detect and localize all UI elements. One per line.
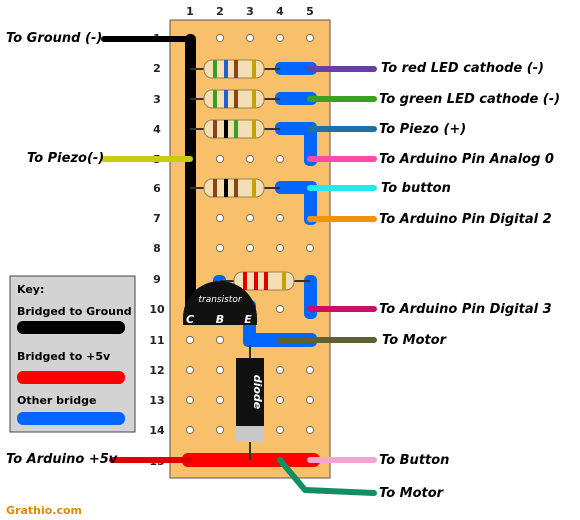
board-hole [215, 365, 225, 375]
transistor-pin-c: C [186, 313, 194, 326]
label-motor: To Motor [382, 333, 448, 348]
transistor-pin-e: E [244, 313, 252, 326]
row-number: 7 [153, 212, 161, 225]
key-ground-label: Bridged to Ground [17, 305, 132, 318]
board-hole [275, 365, 285, 375]
label-to-ground: To Ground (-) [6, 31, 102, 46]
board-hole [215, 33, 225, 43]
label-button2: To Button [379, 453, 449, 468]
board-hole [305, 365, 315, 375]
column-number: 5 [306, 5, 314, 18]
board-hole [275, 154, 285, 164]
row-number: 10 [149, 303, 165, 316]
label-to-piezo-neg: To Piezo(-) [27, 151, 104, 166]
key-title: Key: [17, 283, 44, 296]
label-analog0: To Arduino Pin Analog 0 [379, 152, 554, 167]
brand-watermark: Grathio.com [6, 504, 82, 517]
resistor-row6 [190, 178, 280, 198]
transistor-pin-b: B [216, 313, 224, 326]
board-hole [215, 425, 225, 435]
column-number: 4 [276, 5, 284, 18]
board-hole [215, 335, 225, 345]
label-digital2: To Arduino Pin Digital 2 [379, 212, 552, 227]
row-number: 2 [153, 62, 161, 75]
board-hole [245, 213, 255, 223]
board-hole [215, 243, 225, 253]
board-hole [245, 154, 255, 164]
diode: diode [236, 345, 264, 460]
column-numbers: 1 2 3 4 5 [186, 5, 314, 18]
board-hole [275, 425, 285, 435]
row-number: 12 [149, 364, 164, 377]
row-number: 3 [153, 93, 161, 106]
board-hole [185, 395, 195, 405]
ground-bridge [185, 34, 196, 324]
board-hole [215, 395, 225, 405]
row-number: 6 [153, 182, 161, 195]
label-to-arduino-5v: To Arduino +5v [6, 452, 118, 467]
resistor-row2 [190, 59, 280, 79]
row-number: 11 [149, 334, 164, 347]
transistor: transistor C B E [183, 281, 257, 326]
board-hole [185, 425, 195, 435]
board-hole [275, 395, 285, 405]
diode-label: diode [251, 375, 264, 410]
board-hole [275, 33, 285, 43]
board-hole [245, 33, 255, 43]
board-hole [185, 365, 195, 375]
key-ground-swatch [17, 321, 125, 334]
board-hole [305, 395, 315, 405]
transistor-label: transistor [198, 295, 242, 305]
column-number: 2 [216, 5, 224, 18]
board-hole [245, 243, 255, 253]
label-red-led: To red LED cathode (-) [381, 61, 544, 76]
label-button: To button [381, 181, 451, 196]
label-green-led: To green LED cathode (-) [379, 92, 560, 107]
legend-key: Key: Bridged to Ground Bridged to +5v Ot… [9, 275, 136, 433]
board-hole [275, 243, 285, 253]
label-digital3: To Arduino Pin Digital 3 [379, 302, 552, 317]
resistor-row4 [190, 119, 280, 139]
row-number: 13 [149, 394, 164, 407]
key-plus5v-label: Bridged to +5v [17, 350, 111, 363]
row-numbers: 1 2 3 4 5 6 7 8 9 10 11 12 13 14 15 [149, 32, 165, 468]
board-hole [305, 33, 315, 43]
wire-motor2 [277, 457, 377, 496]
row-number: 8 [153, 242, 161, 255]
label-piezo-pos: To Piezo (+) [379, 122, 466, 137]
board-hole [215, 213, 225, 223]
right-wires [277, 66, 377, 496]
resistor-row9 [220, 271, 310, 291]
key-other-swatch [17, 412, 125, 425]
bridge-row6-7 [304, 181, 317, 225]
bridge-row2 [275, 62, 317, 75]
resistor-row3 [190, 89, 280, 109]
board-hole [185, 335, 195, 345]
column-number: 3 [246, 5, 254, 18]
bridge-row4-5 [304, 122, 317, 166]
board-hole [305, 425, 315, 435]
bridge-row3 [275, 92, 317, 105]
key-other-label: Other bridge [17, 394, 96, 407]
board-hole [305, 243, 315, 253]
row-number: 9 [153, 273, 161, 286]
left-wires [101, 36, 193, 463]
row-number: 4 [153, 123, 161, 136]
board-hole [275, 213, 285, 223]
key-plus5v-swatch [17, 371, 125, 384]
board-hole [215, 154, 225, 164]
column-number: 1 [186, 5, 194, 18]
label-motor2: To Motor [379, 486, 445, 501]
row-number: 14 [149, 424, 165, 437]
board-hole [275, 304, 285, 314]
